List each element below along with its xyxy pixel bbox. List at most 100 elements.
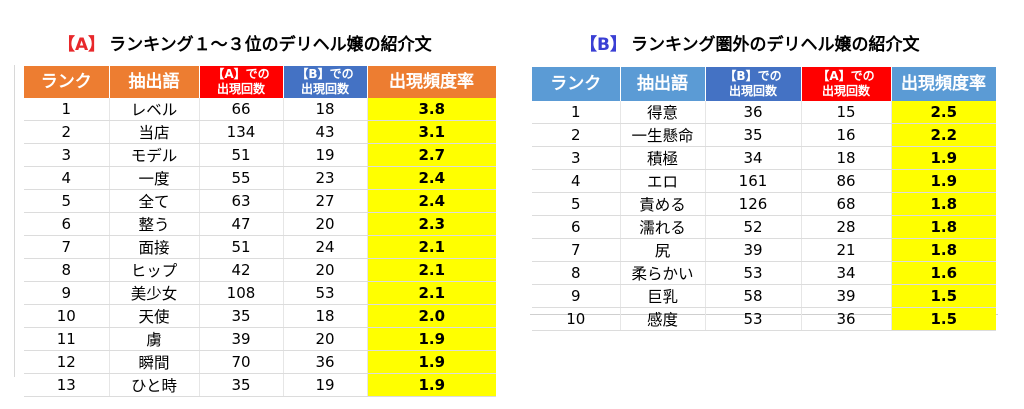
header-count-a-line1: 【A】での [212,67,270,81]
cell-count-a: 42 [199,258,284,282]
cell-count-b: 23 [283,166,368,190]
cell-rate: 1.9 [891,146,996,170]
cell-rate: 2.4 [367,189,496,213]
table-row: 5 全て 63 27 2.4 [24,189,496,213]
title-b-text: ランキング圏外のデリヘル嬢の紹介文 [630,35,920,55]
table-row: 3 モデル 51 19 2.7 [24,143,496,167]
cell-rate: 3.8 [367,98,496,121]
table-row: 10 天使 35 18 2.0 [24,304,496,328]
cell-count-b: 53 [283,281,368,305]
cell-word: 全て [109,189,200,213]
cell-rank: 2 [24,120,110,144]
cell-word: 瞬間 [109,350,200,374]
cell-rate: 1.8 [891,238,996,262]
cell-count-a: 70 [199,350,284,374]
cell-rank: 6 [532,215,621,239]
cell-word: 柔らかい [620,261,706,285]
cell-count-b: 43 [283,120,368,144]
cell-count-b: 19 [283,373,368,397]
cell-word: ひと時 [109,373,200,397]
cell-word: 巨乳 [620,284,706,308]
table-row: 8 柔らかい 53 34 1.6 [532,261,996,285]
header-word: 抽出語 [620,67,706,101]
cell-word: エロ [620,169,706,193]
cell-count-b: 126 [705,192,802,216]
cell-rank: 9 [532,284,621,308]
cell-count-a: 66 [199,98,284,121]
table-row: 1 得意 36 15 2.5 [532,101,996,124]
cell-count-b: 36 [283,350,368,374]
cell-count-b: 36 [705,101,802,124]
table-row: 3 積極 34 18 1.9 [532,146,996,170]
cell-count-a: 36 [801,307,892,331]
table-row: 10 感度 53 36 1.5 [532,307,996,331]
cell-word: 尻 [620,238,706,262]
cell-rate: 2.1 [367,258,496,282]
cell-word: 積極 [620,146,706,170]
header-count-a: 【A】での 出現回数 [199,66,284,98]
cell-rank: 6 [24,212,110,236]
table-row: 4 一度 55 23 2.4 [24,166,496,190]
cell-rank: 10 [24,304,110,328]
header-count-a-line1: 【A】での [817,69,875,83]
cell-rank: 8 [24,258,110,282]
table-row: 1 レベル 66 18 3.8 [24,98,496,121]
cell-count-a: 34 [801,261,892,285]
table-row: 4 エロ 161 86 1.9 [532,169,996,193]
cell-word: 一生懸命 [620,123,706,147]
ranking-table-b: ランク 抽出語 【B】での 出現回数 【A】での 出現回数 出現頻度率 1 得意 36 1… [532,67,997,331]
cell-rate: 1.8 [891,215,996,239]
cell-rate: 1.8 [891,192,996,216]
cell-word: レベル [109,98,200,121]
header-count-a: 【A】での 出現回数 [801,67,892,101]
cell-rank: 7 [532,238,621,262]
table-row: 2 一生懸命 35 16 2.2 [532,123,996,147]
cell-count-a: 35 [199,373,284,397]
cell-rank: 9 [24,281,110,305]
cell-count-b: 20 [283,258,368,282]
header-count-a-line2: 出現回数 [216,82,265,96]
table-b-body: 1 得意 36 15 2.5 2 一生懸命 35 16 2.2 3 積極 34 18 1.9 4 エロ 161 86… [532,101,996,331]
table-row: 5 責める 126 68 1.8 [532,192,996,216]
cell-word: 当店 [109,120,200,144]
ranking-table-a: ランク 抽出語 【A】での 出現回数 【B】での 出現回数 出現頻度率 1 レベル 66… [24,66,497,397]
cell-rank: 4 [532,169,621,193]
cell-rate: 2.5 [891,101,996,124]
cell-count-a: 39 [801,284,892,308]
cell-rank: 10 [532,307,621,331]
header-count-b-line2: 出現回数 [728,84,777,98]
cell-rate: 2.1 [367,281,496,305]
header-rate: 出現頻度率 [891,67,997,101]
cell-rank: 5 [532,192,621,216]
table-row: 9 美少女 108 53 2.1 [24,281,496,305]
header-count-b-line1: 【B】での [724,69,782,83]
cell-word: 虜 [109,327,200,351]
cell-rank: 7 [24,235,110,259]
table-row: 13 ひと時 35 19 1.9 [24,373,496,397]
header-count-b: 【B】での 出現回数 [283,66,368,98]
header-count-b: 【B】での 出現回数 [705,67,802,101]
cell-count-a: 108 [199,281,284,305]
cell-count-a: 28 [801,215,892,239]
cell-count-b: 18 [283,98,368,121]
cell-word: モデル [109,143,200,167]
header-count-a-line2: 出現回数 [821,84,870,98]
table-row: 8 ヒップ 42 20 2.1 [24,258,496,282]
table-a-header-row: ランク 抽出語 【A】での 出現回数 【B】での 出現回数 出現頻度率 [24,66,497,98]
cell-rate: 1.9 [367,373,496,397]
cell-rank: 5 [24,189,110,213]
cell-rank: 3 [24,143,110,167]
cell-rate: 2.0 [367,304,496,328]
title-a-tag: 【A】 [58,35,106,55]
cell-rate: 2.3 [367,212,496,236]
cell-count-a: 35 [199,304,284,328]
table-b-panel: ランク 抽出語 【B】での 出現回数 【A】での 出現回数 出現頻度率 1 得意 36 1… [530,66,998,331]
header-word: 抽出語 [109,66,200,98]
cell-word: 感度 [620,307,706,331]
table-row: 6 濡れる 52 28 1.8 [532,215,996,239]
cell-count-a: 18 [801,146,892,170]
cell-rate: 2.2 [891,123,996,147]
cell-count-a: 68 [801,192,892,216]
cell-rate: 2.7 [367,143,496,167]
cell-count-b: 53 [705,307,802,331]
